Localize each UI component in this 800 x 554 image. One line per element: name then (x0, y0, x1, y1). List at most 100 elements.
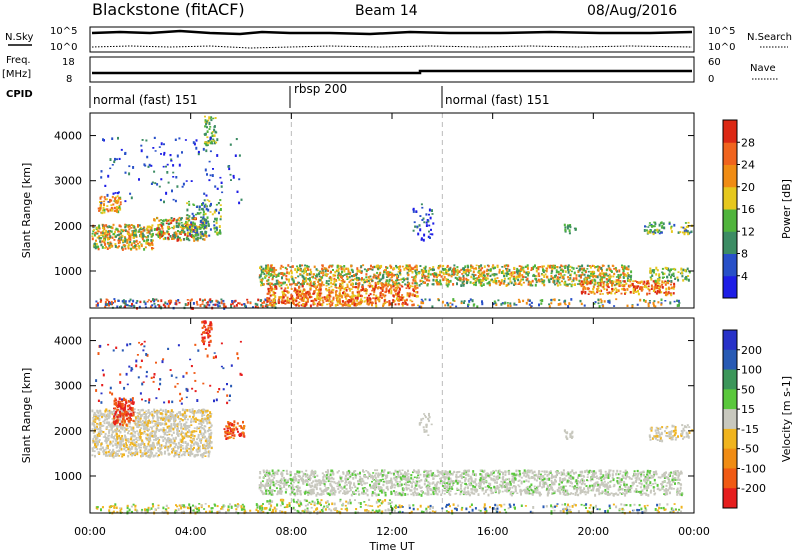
echo-cell-power (599, 278, 602, 281)
echo-cell-power (161, 225, 164, 229)
echo-cell-power (431, 268, 434, 272)
echo-cell-power (355, 302, 358, 306)
echo-cell-velocity (157, 419, 160, 422)
echo-cell-power (205, 205, 208, 208)
echo-cell-power (186, 202, 189, 205)
echo-cell-velocity (152, 442, 155, 446)
echo-cell-power (215, 203, 218, 206)
echo-cell-power (516, 267, 519, 271)
echo-cell-velocity (159, 444, 161, 448)
echo-cell-power (275, 269, 278, 271)
echo-cell-velocity (201, 414, 204, 418)
echo-cell-power (287, 301, 290, 304)
echo-cell-power (406, 292, 409, 295)
echo-cell-power (418, 224, 421, 227)
echo-cell-velocity (179, 438, 182, 442)
echo-cell-velocity (168, 433, 171, 436)
echo-cell-power (121, 248, 124, 251)
echo-cell-power (529, 283, 532, 287)
echo-cell-power (373, 273, 376, 276)
echo-cell-power (306, 264, 309, 268)
echo-cell-power (167, 304, 170, 308)
echo-cell-power (174, 138, 177, 141)
echo-cell-power (347, 272, 350, 275)
echo-cell-power (689, 231, 692, 234)
echo-cell-power (635, 285, 638, 288)
echo-cell-power (128, 300, 131, 303)
echo-cell-power (363, 296, 366, 299)
echo-cell-velocity (156, 413, 159, 416)
echo-cell-power (412, 288, 415, 292)
echo-cell-power (541, 273, 544, 276)
echo-cell-power (279, 281, 282, 284)
echo-cell-power (119, 201, 122, 203)
echo-cell-velocity (194, 454, 197, 457)
echo-cell-power (221, 300, 224, 302)
echo-cell-power (105, 198, 108, 201)
echo-cell-power (386, 279, 389, 282)
echo-cell-power (319, 285, 322, 289)
echo-cell-power (156, 229, 158, 231)
echo-cell-velocity (189, 411, 192, 413)
echo-cell-velocity (202, 418, 205, 422)
echo-cell-power (204, 168, 207, 172)
echo-cell-power (390, 289, 393, 293)
echo-cell-power (421, 219, 424, 221)
echo-cell-velocity (197, 411, 199, 414)
date-title: 08/Aug/2016 (587, 3, 677, 19)
echo-cell-power (543, 275, 546, 278)
echo-cell-velocity (120, 453, 122, 455)
echo-cell-power (353, 303, 356, 307)
echo-cell-power (407, 264, 410, 267)
echo-cell-power (451, 273, 454, 276)
echo-cell-velocity (103, 413, 106, 416)
echo-cell-power (96, 302, 99, 304)
echo-cell-power (525, 271, 528, 273)
echo-cell-velocity (101, 416, 103, 418)
echo-cell-power (514, 282, 517, 286)
echo-cell-power (157, 232, 160, 235)
echo-cell-power (301, 264, 304, 267)
echo-cell-power (317, 293, 320, 296)
echo-cell-velocity (112, 448, 115, 451)
echo-cell-power (664, 280, 667, 283)
echo-cell-power (668, 221, 671, 225)
echo-cell-velocity (162, 439, 165, 442)
echo-cell-power (114, 245, 117, 248)
echo-cell-power (155, 298, 158, 301)
echo-cell-power (305, 302, 308, 305)
echo-cell-power (559, 272, 562, 275)
cpid-row: CPID normal (fast) 151 rbsp 200 normal (… (6, 82, 549, 108)
echo-cell-power (361, 285, 364, 289)
echo-cell-velocity (144, 452, 147, 455)
echo-cell-power (316, 286, 319, 288)
echo-cell-velocity (208, 427, 211, 429)
echo-cell-velocity (99, 448, 102, 451)
echo-cell-power (111, 226, 114, 230)
echo-cell-velocity (106, 421, 109, 424)
echo-cell-power (240, 198, 243, 201)
echo-cell-power (419, 228, 422, 232)
echo-cell-power (412, 210, 415, 213)
echo-cell-power (398, 298, 401, 300)
echo-cell-velocity (118, 437, 120, 440)
echo-cell-velocity (185, 421, 188, 424)
echo-cell-velocity (94, 443, 96, 446)
echo-cell-power (266, 300, 269, 303)
echo-cell-velocity (96, 447, 99, 451)
echo-cell-velocity (181, 435, 184, 438)
echo-cell-velocity (186, 449, 189, 453)
echo-cell-power (527, 283, 530, 286)
echo-cell-power (667, 291, 670, 294)
echo-cell-velocity (148, 448, 151, 452)
echo-cell-power (203, 224, 206, 227)
echo-cell-power (678, 302, 681, 304)
echo-cell-velocity (154, 432, 156, 435)
echo-cell-power (500, 303, 503, 306)
echo-cell-velocity (136, 422, 139, 425)
echo-cell-power (195, 213, 197, 216)
echo-cell-power (466, 268, 469, 272)
echo-cell-power (626, 277, 629, 280)
echo-cell-power (602, 283, 605, 286)
echo-cell-power (655, 292, 658, 295)
